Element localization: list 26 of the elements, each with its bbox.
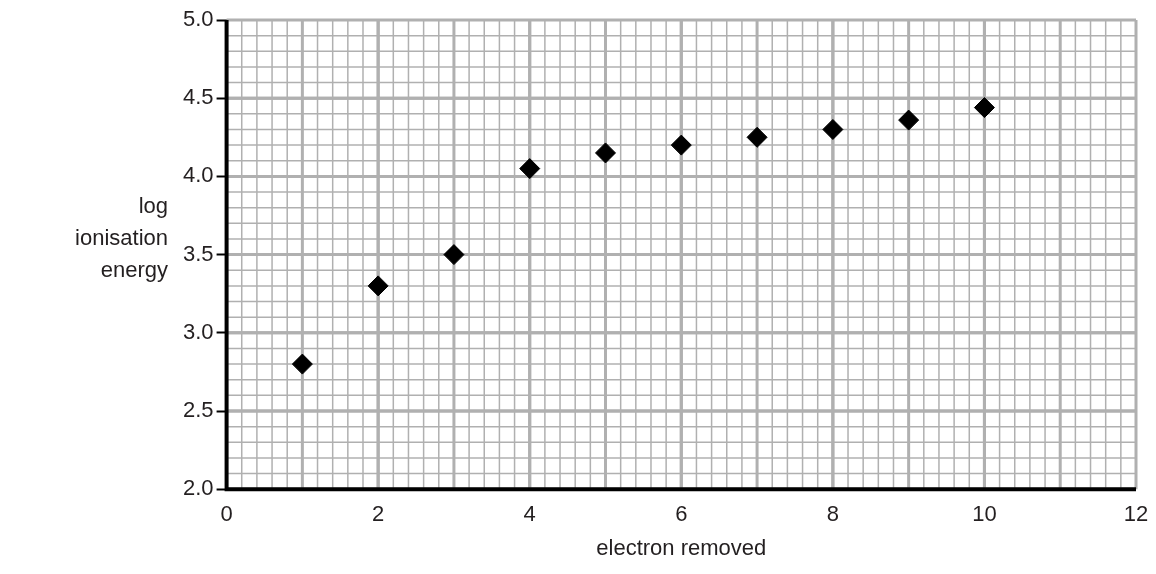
point: [973, 97, 995, 119]
point: [367, 275, 389, 297]
point: [822, 118, 844, 140]
y-tick-label: 5.0: [182, 6, 214, 32]
y-tick-label: 3.0: [182, 318, 214, 344]
point: [291, 353, 313, 375]
point: [898, 109, 920, 131]
x-tick-label: 0: [220, 501, 233, 527]
y-tick-label: 3.5: [182, 240, 214, 266]
x-tick-label: 6: [675, 501, 688, 527]
point: [670, 134, 692, 156]
x-tick-label: 10: [972, 501, 997, 527]
x-axis-title: electron removed: [596, 534, 767, 560]
x-tick-label: 4: [523, 501, 536, 527]
point: [595, 142, 617, 164]
y-axis-title: log ionisation energy: [74, 192, 168, 284]
y-tick-label: 4.0: [182, 162, 214, 188]
point: [443, 244, 465, 266]
point: [746, 126, 768, 148]
y-tick-label: 2.0: [182, 475, 214, 501]
x-tick-label: 12: [1123, 501, 1149, 527]
y-tick-label: 4.5: [182, 84, 214, 110]
x-tick-label: 2: [372, 501, 385, 527]
y-tick-label: 2.5: [182, 397, 214, 423]
x-tick-label: 8: [826, 501, 839, 527]
point: [519, 158, 541, 180]
